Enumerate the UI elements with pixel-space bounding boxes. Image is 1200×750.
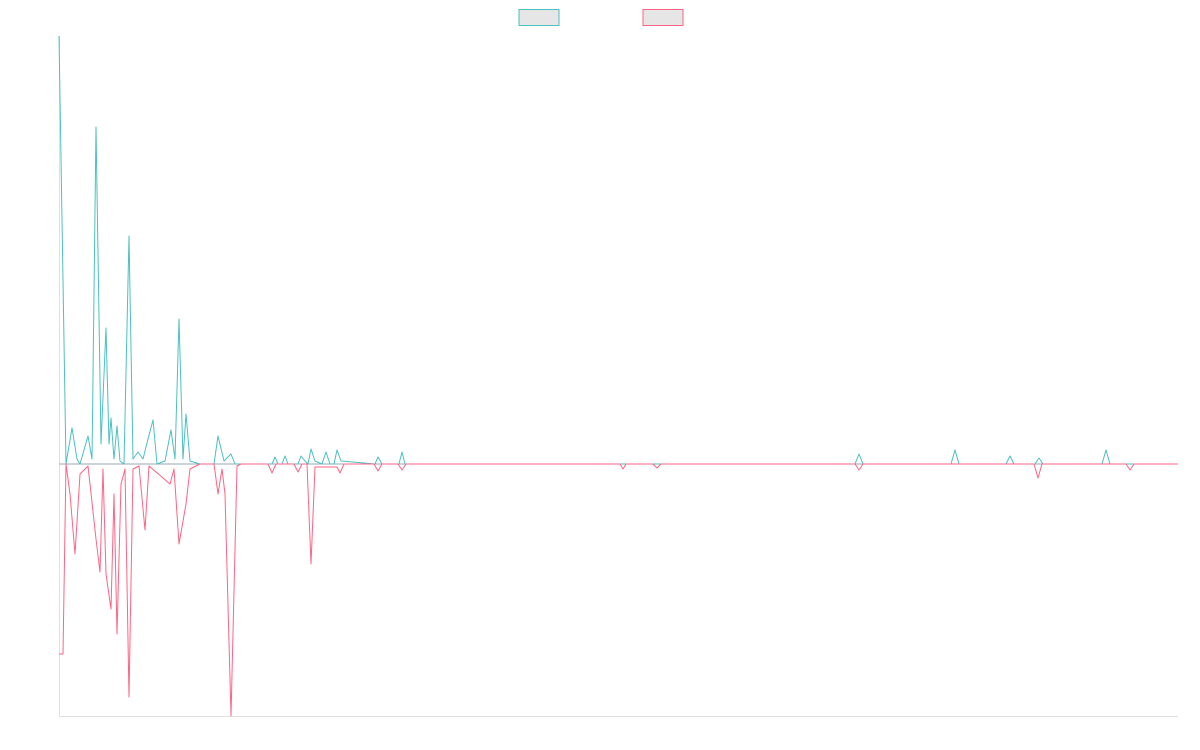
legend-swatch: [518, 9, 560, 26]
series-line: [58, 35, 1178, 465]
legend-swatch: [642, 9, 684, 26]
series-line: [59, 463, 1178, 717]
